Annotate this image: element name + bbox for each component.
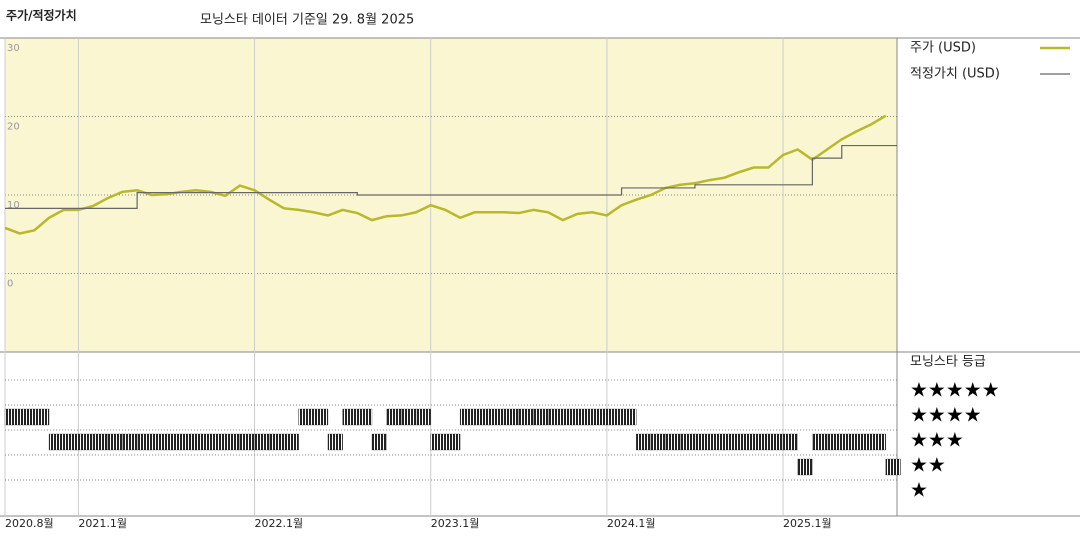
rating-bar bbox=[797, 458, 813, 476]
rating-bar bbox=[19, 408, 35, 426]
rating-bar bbox=[386, 408, 402, 426]
rating-bar bbox=[826, 433, 842, 451]
rating-bar bbox=[503, 408, 519, 426]
rating-bar bbox=[78, 433, 94, 451]
rating-bar bbox=[724, 433, 740, 451]
legend-label: 주가 (USD) bbox=[910, 41, 976, 56]
x-tick-label: 2023.1월 bbox=[431, 517, 480, 530]
rating-label: ★ bbox=[910, 478, 928, 502]
rating-bar bbox=[577, 408, 593, 426]
rating-bar bbox=[107, 433, 123, 451]
rating-bar bbox=[548, 408, 563, 426]
rating-label: ★★★★ bbox=[910, 403, 982, 427]
x-tick-label: 2025.1월 bbox=[783, 517, 832, 530]
rating-bar bbox=[4, 408, 20, 426]
rating-bar bbox=[122, 433, 138, 451]
rating-bar bbox=[606, 408, 622, 426]
rating-bar bbox=[665, 433, 681, 451]
x-tick-label: 2021.1월 bbox=[78, 517, 127, 530]
rating-bar bbox=[63, 433, 79, 451]
rating-bar bbox=[401, 408, 417, 426]
rating-bar bbox=[562, 408, 578, 426]
rating-label: ★★ bbox=[910, 453, 946, 477]
rating-bar bbox=[181, 433, 196, 451]
rating-bar bbox=[870, 433, 886, 451]
rating-bar bbox=[650, 433, 666, 451]
rating-bar bbox=[738, 433, 754, 451]
y-tick-label: 20 bbox=[7, 122, 20, 133]
rating-bar bbox=[415, 408, 431, 426]
rating-bar bbox=[166, 433, 182, 451]
rating-bar bbox=[136, 433, 152, 451]
rating-bar bbox=[753, 433, 769, 451]
rating-bar bbox=[342, 408, 358, 426]
rating-bar bbox=[327, 433, 343, 451]
rating-bar bbox=[474, 408, 490, 426]
rating-title: 모닝스타 등급 bbox=[910, 355, 986, 370]
chart-title: 주가/적정가치 bbox=[6, 8, 77, 23]
rating-bar bbox=[269, 433, 285, 451]
rating-bar bbox=[357, 408, 373, 426]
y-tick-label: 10 bbox=[7, 200, 20, 211]
series-line bbox=[5, 144, 897, 209]
rating-bar bbox=[34, 408, 50, 426]
series-line bbox=[4, 114, 887, 235]
rating-bar bbox=[225, 433, 241, 451]
rating-bar bbox=[768, 433, 784, 451]
rating-bar bbox=[709, 433, 725, 451]
x-tick-label: 2020.8월 bbox=[5, 517, 54, 530]
rating-bar bbox=[782, 433, 798, 451]
x-tick-label: 2022.1월 bbox=[255, 517, 304, 530]
rating-bar bbox=[489, 408, 505, 426]
rating-label: ★★★★★ bbox=[910, 378, 1000, 402]
y-tick-label: 0 bbox=[7, 279, 13, 290]
rating-bar bbox=[48, 433, 64, 451]
rating-bar bbox=[371, 433, 387, 451]
rating-bar bbox=[533, 408, 549, 426]
rating-bar bbox=[694, 433, 710, 451]
rating-bar bbox=[195, 433, 211, 451]
rating-bar bbox=[239, 433, 255, 451]
rating-bar bbox=[445, 433, 461, 451]
rating-bar bbox=[636, 433, 652, 451]
rating-bar bbox=[592, 408, 608, 426]
rating-bar bbox=[92, 433, 108, 451]
rating-bar bbox=[254, 433, 270, 451]
rating-bar bbox=[151, 433, 167, 451]
rating-bar bbox=[680, 433, 696, 451]
rating-bar bbox=[856, 433, 872, 451]
rating-bar bbox=[298, 408, 314, 426]
chart-subtitle: 모닝스타 데이터 기준일 29. 8월 2025 bbox=[200, 13, 414, 28]
rating-bar bbox=[313, 408, 329, 426]
y-tick-label: 30 bbox=[7, 43, 20, 54]
rating-bar bbox=[283, 433, 299, 451]
rating-bar bbox=[621, 408, 637, 426]
rating-bar bbox=[812, 433, 828, 451]
legend-label: 적정가치 (USD) bbox=[910, 67, 1000, 82]
rating-bar bbox=[841, 433, 857, 451]
rating-bar bbox=[210, 433, 226, 451]
rating-bar bbox=[430, 433, 446, 451]
rating-label: ★★★ bbox=[910, 428, 964, 452]
x-tick-label: 2024.1월 bbox=[607, 517, 656, 530]
rating-bar bbox=[518, 408, 534, 426]
rating-bar bbox=[459, 408, 475, 426]
rating-bar bbox=[885, 458, 901, 476]
